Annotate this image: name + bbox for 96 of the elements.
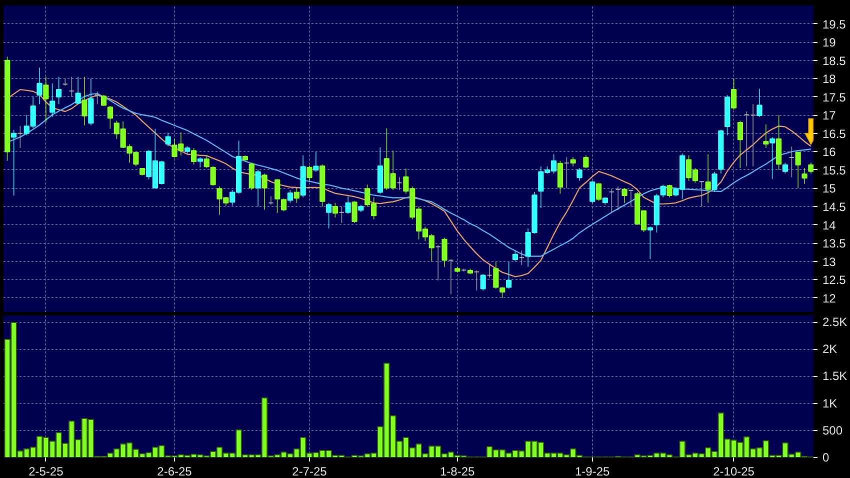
y-tick-label: 16 <box>822 145 836 160</box>
x-tick-label: 2-10-25 <box>713 464 755 478</box>
candlestick <box>660 184 666 198</box>
candlestick <box>712 171 718 192</box>
y-tick-label: 15 <box>822 182 836 196</box>
candlestick <box>512 250 518 262</box>
x-tick-label: 1-9-25 <box>575 464 610 478</box>
candlestick <box>306 165 312 182</box>
y-tick-label: 12 <box>822 291 836 306</box>
candlestick <box>204 155 210 169</box>
y-tick-label: 12.5 <box>822 273 846 288</box>
candlestick <box>596 182 602 202</box>
candlestick <box>808 162 814 174</box>
candlestick <box>448 259 454 295</box>
candlestick <box>698 180 704 208</box>
candlestick <box>615 186 621 211</box>
candlestick <box>190 148 197 165</box>
candlestick <box>782 162 788 174</box>
candlestick <box>50 82 56 118</box>
candlestick <box>165 132 171 147</box>
candlestick <box>622 188 628 204</box>
candlestick <box>518 250 524 266</box>
x-tick-label: 2-5-25 <box>28 464 64 478</box>
y-tick-label: 15.5 <box>822 163 846 178</box>
y-tick-label: 18.5 <box>822 54 846 68</box>
candlestick <box>480 274 486 292</box>
candlestick <box>56 76 62 105</box>
candlestick <box>345 196 351 214</box>
candlestick <box>248 162 254 191</box>
y-tick-label: 13.5 <box>822 236 846 251</box>
candlestick <box>590 180 596 204</box>
y-tick-label: 16.5 <box>822 126 846 141</box>
candlestick <box>557 160 564 194</box>
candlestick <box>506 262 512 290</box>
y-tick-label: 14.5 <box>822 200 846 214</box>
candlestick <box>756 88 762 118</box>
candlestick <box>107 106 114 130</box>
y-tick-label: 1.5K <box>822 369 848 384</box>
candlestick <box>94 90 100 105</box>
y-tick-label: 0 <box>822 450 830 464</box>
candlestick <box>396 176 402 191</box>
y-tick-label: 19 <box>822 36 836 50</box>
candlestick <box>730 78 737 110</box>
candlestick <box>326 202 332 229</box>
candlestick <box>82 76 88 126</box>
y-tick-label: 18 <box>822 72 836 86</box>
candlestick <box>197 156 204 168</box>
candlestick <box>802 168 808 184</box>
x-tick-label: 1-8-25 <box>440 464 476 478</box>
candlestick <box>705 154 711 204</box>
candlestick <box>68 76 74 98</box>
y-tick-label: 1K <box>822 396 838 410</box>
candlestick <box>583 154 589 169</box>
candlestick <box>10 129 17 196</box>
candlestick <box>763 124 769 149</box>
candlestick <box>17 126 24 149</box>
candlestick <box>287 190 294 204</box>
candlestick <box>352 200 358 224</box>
candlestick <box>770 136 776 180</box>
candlestick <box>313 152 319 172</box>
y-tick-label: 17.5 <box>822 90 846 104</box>
candlestick <box>210 166 216 186</box>
candlestick <box>255 169 261 208</box>
y-tick-label: 2.5K <box>822 315 848 330</box>
candlestick <box>564 156 570 189</box>
candlestick <box>43 76 49 123</box>
y-tick-label: 19.5 <box>822 17 846 32</box>
candlestick <box>294 188 300 204</box>
candlestick <box>474 270 480 292</box>
x-tick-label: 2-7-25 <box>292 464 328 478</box>
y-tick-label: 500 <box>822 423 843 438</box>
candlestick <box>338 206 344 224</box>
candlestick <box>744 110 750 167</box>
y-tick-label: 14 <box>822 218 836 232</box>
candlestick <box>647 226 654 260</box>
candlestick <box>576 168 582 182</box>
candlestick <box>788 146 794 178</box>
candlestick <box>62 78 68 86</box>
candlestick <box>795 151 801 189</box>
y-tick-label: 13 <box>822 254 836 269</box>
candlestick <box>332 202 338 218</box>
candlestick <box>442 237 448 268</box>
candlestick <box>737 120 744 169</box>
x-tick-label: 2-6-25 <box>157 464 192 478</box>
candlestick <box>486 263 492 278</box>
y-tick-label: 17 <box>822 108 836 123</box>
candlestick <box>435 244 441 281</box>
candlestick <box>666 184 672 198</box>
y-tick-label: 2K <box>822 342 838 356</box>
candlestick <box>750 104 756 167</box>
candlestick <box>608 188 614 214</box>
candlestick <box>36 67 42 105</box>
candlestick <box>628 189 634 208</box>
candlestick <box>75 76 81 105</box>
candlestick <box>262 173 268 210</box>
candlestick <box>570 156 576 167</box>
